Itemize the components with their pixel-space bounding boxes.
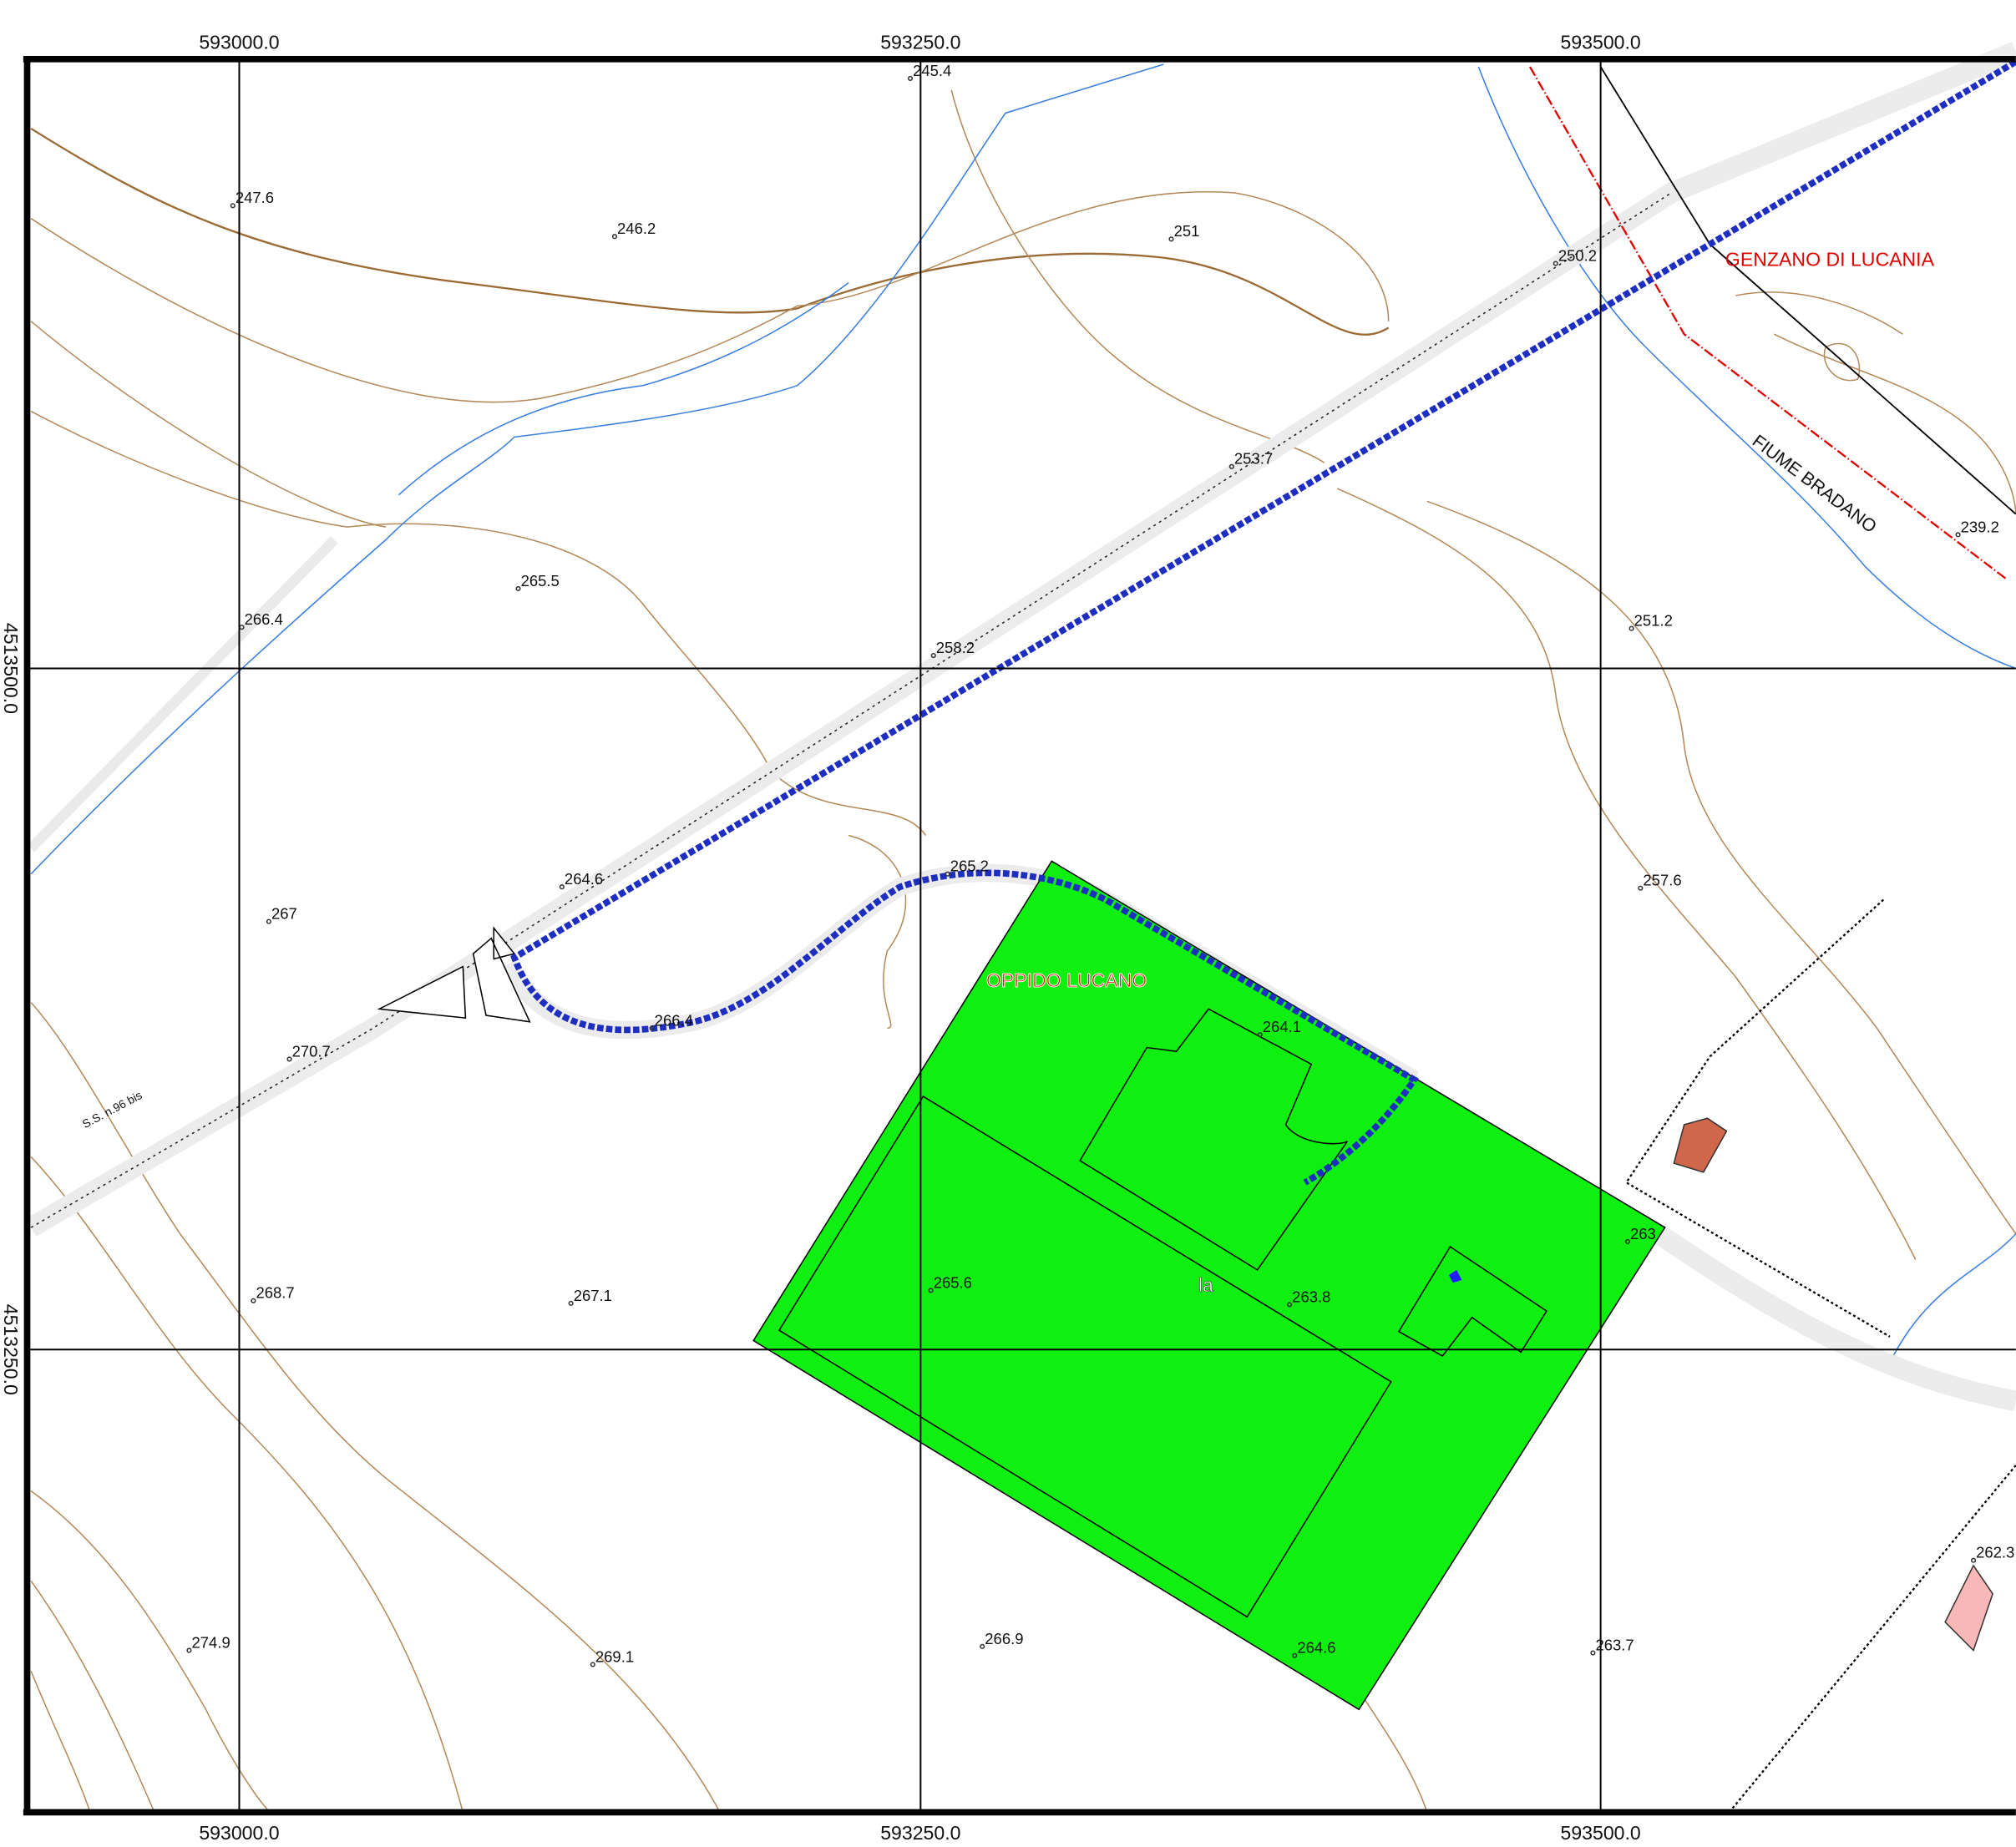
spot-height: 257.6 <box>1643 872 1681 889</box>
spot-height: 245.4 <box>913 62 951 79</box>
spot-height: 267 <box>271 905 297 923</box>
spot-height: 267.1 <box>574 1287 612 1304</box>
spot-point <box>930 652 936 659</box>
grid-label: 593250.0 <box>880 31 960 53</box>
parcel-label: la <box>1198 1274 1213 1296</box>
spot-point <box>515 585 521 592</box>
spot-height: 264.1 <box>1263 1018 1301 1035</box>
spot-height: 253.7 <box>1234 450 1273 468</box>
spot-height: 270.7 <box>292 1042 331 1060</box>
spot-point <box>286 1056 292 1062</box>
spot-height: 250.2 <box>1558 246 1597 264</box>
spot-point <box>239 625 245 630</box>
grid-label: 593000.0 <box>199 31 279 53</box>
spot-point <box>1257 1032 1263 1038</box>
spot-height: 263.8 <box>1292 1288 1330 1305</box>
spot-height: 247.6 <box>236 189 274 206</box>
spot-point <box>1553 261 1558 266</box>
building <box>1673 1117 1728 1173</box>
spot-point <box>590 1662 595 1667</box>
spot-height: 269.1 <box>595 1647 634 1665</box>
grid-label: 593500.0 <box>1560 31 1640 53</box>
waterways <box>30 63 2016 1364</box>
spot-height: 246.2 <box>617 220 656 237</box>
spot-point <box>945 871 950 877</box>
grid-label: 593000.0 <box>199 1822 279 1844</box>
spot-point <box>611 234 618 240</box>
spot-height: 264.6 <box>565 870 603 888</box>
spot-point <box>559 884 565 890</box>
grid-label: 4513250.0 <box>0 1304 22 1395</box>
spot-point <box>649 1025 655 1031</box>
spot-point <box>1970 1557 1977 1563</box>
fence <box>1624 898 2016 1814</box>
spot-height: 239.2 <box>1961 518 1999 535</box>
grid-label: 593250.0 <box>880 1822 960 1844</box>
spot-point <box>980 1643 985 1649</box>
parcel <box>752 860 1666 1711</box>
spot-height: 265.2 <box>950 858 989 875</box>
place-name: GENZANO DI LUCANIA <box>1725 249 1935 271</box>
spot-height: 274.9 <box>192 1633 230 1651</box>
spot-point <box>1168 236 1174 242</box>
spot-height: 265.6 <box>934 1273 972 1291</box>
spot-height: 266.4 <box>245 610 283 628</box>
spot-height: 265.5 <box>521 572 560 590</box>
spot-height: 262.3 <box>1976 1544 2014 1561</box>
spot-point <box>230 203 236 209</box>
spot-point <box>568 1300 574 1306</box>
spot-height: 266.4 <box>655 1011 693 1029</box>
spot-point <box>928 1288 934 1293</box>
place-name: OPPIDO LUCANO <box>986 969 1147 991</box>
spot-point <box>907 75 914 81</box>
spot-point <box>1228 463 1234 469</box>
spot-height: 263.7 <box>1595 1636 1634 1653</box>
spot-point <box>266 918 271 924</box>
spot-height: 268.7 <box>256 1284 294 1302</box>
contours <box>30 89 2016 1813</box>
spot-point <box>1590 1650 1596 1656</box>
spot-point <box>1638 885 1644 891</box>
spot-height: 264.6 <box>1297 1639 1335 1657</box>
building <box>1944 1564 1993 1652</box>
route <box>510 58 2016 1186</box>
spot-point <box>1624 1238 1631 1245</box>
spot-height: 263 <box>1630 1225 1656 1242</box>
spot-height: 251.2 <box>1634 612 1673 630</box>
spot-height: 266.9 <box>985 1630 1023 1647</box>
spot-heights: 245.4 247.6 246.2 251 250.2 253.7 239.2 265.5 26… <box>186 62 2014 1667</box>
spot-point <box>1292 1652 1298 1658</box>
grid <box>23 55 2016 1816</box>
spot-point <box>251 1298 256 1303</box>
grid-label: 4513500.0 <box>0 623 22 714</box>
municipal-boundary <box>1528 66 2007 579</box>
spot-height: 258.2 <box>936 639 975 656</box>
spot-point <box>1629 625 1634 631</box>
spot-point <box>1955 532 1961 538</box>
spot-height: 251 <box>1174 222 1200 240</box>
spot-point <box>186 1647 192 1653</box>
grid-label: 593500.0 <box>1560 1822 1640 1844</box>
spot-point <box>1287 1302 1293 1308</box>
